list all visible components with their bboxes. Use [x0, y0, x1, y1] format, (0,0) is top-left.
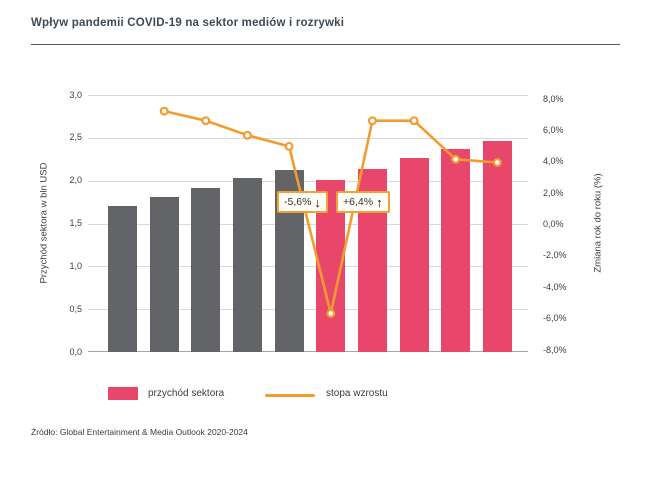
growth-line-marker	[492, 157, 502, 167]
growth-line	[163, 109, 498, 315]
legend-label-revenue: przychód sektora	[148, 388, 225, 399]
gridline	[88, 309, 528, 311]
right-axis-tick-label: 4,0%	[543, 156, 564, 167]
right-axis-title: Zmiana rok do roku (%)	[592, 173, 604, 273]
left-axis-tick-label: 2,0	[69, 175, 82, 186]
growth-line-marker	[326, 308, 336, 318]
arrow-down-icon: ↓	[314, 194, 321, 210]
right-axis-tick-label: 2,0%	[543, 187, 564, 198]
growth-line-chart	[159, 106, 502, 318]
x-axis-line	[88, 351, 528, 352]
gridline	[88, 266, 528, 268]
gridline	[88, 95, 528, 96]
page-title: Wpływ pandemii COVID-19 na sektor mediów…	[31, 17, 345, 29]
revenue-bar-gray	[149, 196, 179, 352]
left-axis-tick-label: 3,0	[69, 89, 82, 100]
revenue-bar-pink	[441, 149, 471, 352]
left-axis-tick-label: 0,0	[69, 346, 82, 357]
revenue-bar-gray	[232, 178, 262, 352]
growth-line-marker	[409, 116, 419, 126]
right-axis-tick-label: 0,0%	[543, 219, 564, 229]
growth-line-marker	[159, 106, 169, 116]
revenue-bar-pink	[482, 141, 512, 352]
growth-line-marker	[367, 116, 377, 126]
legend-bar-swatch	[108, 387, 138, 400]
growth-line-marker	[284, 141, 294, 151]
right-axis-tick-label: -6,0%	[543, 313, 567, 324]
left-axis-tick-label: 2,5	[69, 132, 82, 143]
right-axis-tick-label: -4,0%	[543, 281, 567, 292]
annotation-drop-callout: -5,6% ↓	[277, 191, 328, 213]
right-axis-tick-label: 8,0%	[543, 93, 564, 104]
legend-line-swatch	[265, 394, 315, 397]
revenue-bar-pink	[399, 157, 429, 352]
source-note: Źródło: Global Entertainment & Media Out…	[31, 427, 248, 437]
annotation-rise-value: +6,4%	[343, 196, 374, 208]
left-axis-tick-label: 1,0	[69, 260, 82, 271]
arrow-up-icon: ↑	[376, 194, 383, 210]
left-axis-tick-label: 0,5	[69, 303, 82, 314]
right-axis-tick-label: 6,0%	[543, 124, 564, 135]
gridline	[88, 180, 528, 182]
plot-area	[88, 95, 528, 352]
revenue-bar-gray	[191, 187, 221, 352]
growth-line-marker	[201, 116, 211, 126]
annotation-drop-value: -5,6%	[284, 196, 312, 208]
legend-label-growth: stopa wzrostu	[326, 388, 388, 399]
right-axis-tick-label: -2,0%	[543, 250, 567, 261]
revenue-bar-gray	[108, 206, 137, 352]
annotation-rise-callout: +6,4% ↑	[336, 191, 390, 213]
title-divider	[31, 44, 620, 45]
gridline	[88, 137, 528, 139]
left-axis-tick-label: 1,5	[69, 218, 82, 228]
right-axis-tick-label: -8,0%	[543, 344, 567, 355]
growth-line-marker	[451, 154, 461, 164]
growth-line-marker	[242, 130, 252, 140]
